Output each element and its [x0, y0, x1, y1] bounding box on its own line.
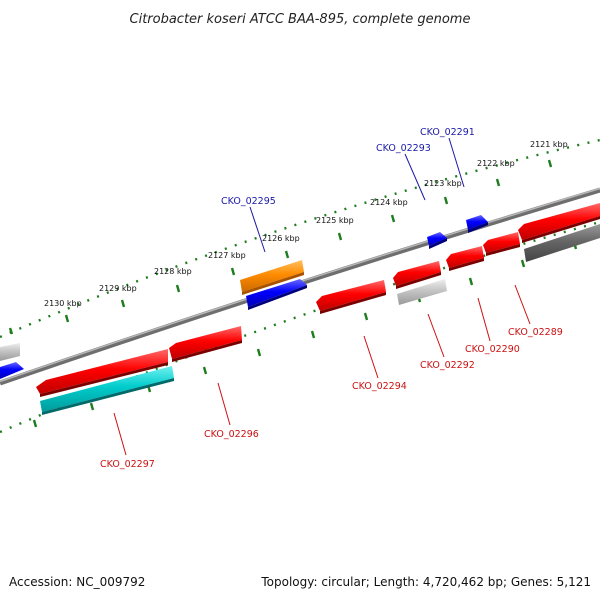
- leader-cko-02294: [363, 335, 379, 379]
- gene-labels: CKO_02291 CKO_02293 CKO_02295 CKO_02289 …: [100, 127, 563, 470]
- outer-ruler: 2121 kbp 2122 kbp 2123 kbp 2124 kbp 2125…: [0, 138, 600, 339]
- gene-cko-02294-shadow: [320, 292, 386, 314]
- gene-label-cko-02293[interactable]: CKO_02293: [376, 143, 431, 154]
- ruler-label-2126: 2126 kbp: [262, 234, 300, 243]
- gene-dark-gray-right-edge[interactable]: [524, 224, 600, 262]
- leader-cko-02296: [217, 382, 231, 426]
- gene-cko-02297-shadow: [40, 362, 168, 397]
- ruler-labels: 2121 kbp 2122 kbp 2123 kbp 2124 kbp 2125…: [44, 140, 568, 308]
- map-title: Citrobacter koseri ATCC BAA-895, complet…: [130, 12, 471, 27]
- gene-blue-large-shadow: [248, 285, 307, 310]
- ruler-label-2127: 2127 kbp: [208, 251, 246, 260]
- gene-label-cko-02296[interactable]: CKO_02296: [204, 429, 259, 440]
- gene-cko-02291-feature[interactable]: [466, 215, 488, 230]
- leader-cko-02291: [448, 137, 465, 188]
- topology-text: Topology: circular; Length: 4,720,462 bp…: [260, 575, 591, 589]
- gene-label-cko-02295[interactable]: CKO_02295: [221, 196, 276, 207]
- gene-cko-02295-feature[interactable]: [240, 260, 304, 292]
- ruler-label-2122: 2122 kbp: [477, 159, 515, 168]
- gene-red-right-edge[interactable]: [518, 203, 600, 240]
- upper-track-genes: [0, 215, 488, 379]
- leader-cko-02293: [404, 153, 426, 201]
- gene-cyan-shadow: [42, 378, 174, 415]
- ruler-label-2129: 2129 kbp: [99, 284, 137, 293]
- gene-cko-02289-shadow: [486, 244, 520, 256]
- gene-gray-left-edge[interactable]: [0, 343, 20, 361]
- gene-label-cko-02292[interactable]: CKO_02292: [420, 360, 475, 371]
- gene-cko-02297-feature[interactable]: [36, 349, 168, 394]
- leader-cko-02297: [113, 412, 127, 456]
- gene-red-right-edge-shadow: [522, 216, 600, 243]
- ruler-label-2124: 2124 kbp: [370, 198, 408, 207]
- inner-ruler-ticks: [32, 241, 578, 428]
- leader-cko-02292: [427, 313, 445, 358]
- accession-text: Accession: NC_009792: [9, 575, 145, 589]
- gene-cyan-feature[interactable]: [40, 366, 174, 412]
- leader-cko-02295: [249, 206, 266, 253]
- gene-cko-02295-shadow: [242, 272, 304, 295]
- gene-cko-02292-shadow: [396, 272, 441, 289]
- gene-cko-02294-feature[interactable]: [316, 280, 386, 311]
- ruler-label-2123: 2123 kbp: [424, 179, 462, 188]
- ruler-label-2121: 2121 kbp: [530, 140, 568, 149]
- outer-ruler-ticks: [8, 159, 553, 335]
- gene-cko-02293-feature[interactable]: [427, 232, 447, 246]
- gene-label-cko-02297[interactable]: CKO_02297: [100, 459, 155, 470]
- gene-cko-02290-feature[interactable]: [446, 246, 484, 268]
- gene-cko-02293-shadow: [429, 238, 447, 249]
- gene-cko-02290-shadow: [449, 258, 484, 271]
- lower-track-genes: [36, 203, 600, 415]
- ruler-label-2128: 2128 kbp: [154, 267, 192, 276]
- gene-cko-02291-shadow: [468, 222, 488, 233]
- gene-blue-large[interactable]: [246, 279, 307, 307]
- leader-cko-02290: [477, 297, 491, 342]
- gene-gray-feature[interactable]: [397, 279, 447, 305]
- gene-label-cko-02290[interactable]: CKO_02290: [465, 344, 520, 355]
- gene-label-cko-02294[interactable]: CKO_02294: [352, 381, 407, 392]
- gene-cko-02289-feature[interactable]: [483, 232, 520, 253]
- ruler-label-2130: 2130 kbp: [44, 299, 82, 308]
- gene-cko-02296-feature[interactable]: [169, 326, 242, 359]
- leader-cko-02289: [514, 284, 531, 325]
- gene-label-cko-02291[interactable]: CKO_02291: [420, 127, 475, 138]
- gene-cko-02296-shadow: [172, 340, 242, 362]
- gene-label-cko-02289[interactable]: CKO_02289: [508, 327, 563, 338]
- gene-cko-02292-feature[interactable]: [393, 261, 441, 286]
- gene-blue-left-edge[interactable]: [0, 362, 24, 379]
- ruler-label-2125: 2125 kbp: [316, 216, 354, 225]
- leader-lines: [113, 137, 531, 456]
